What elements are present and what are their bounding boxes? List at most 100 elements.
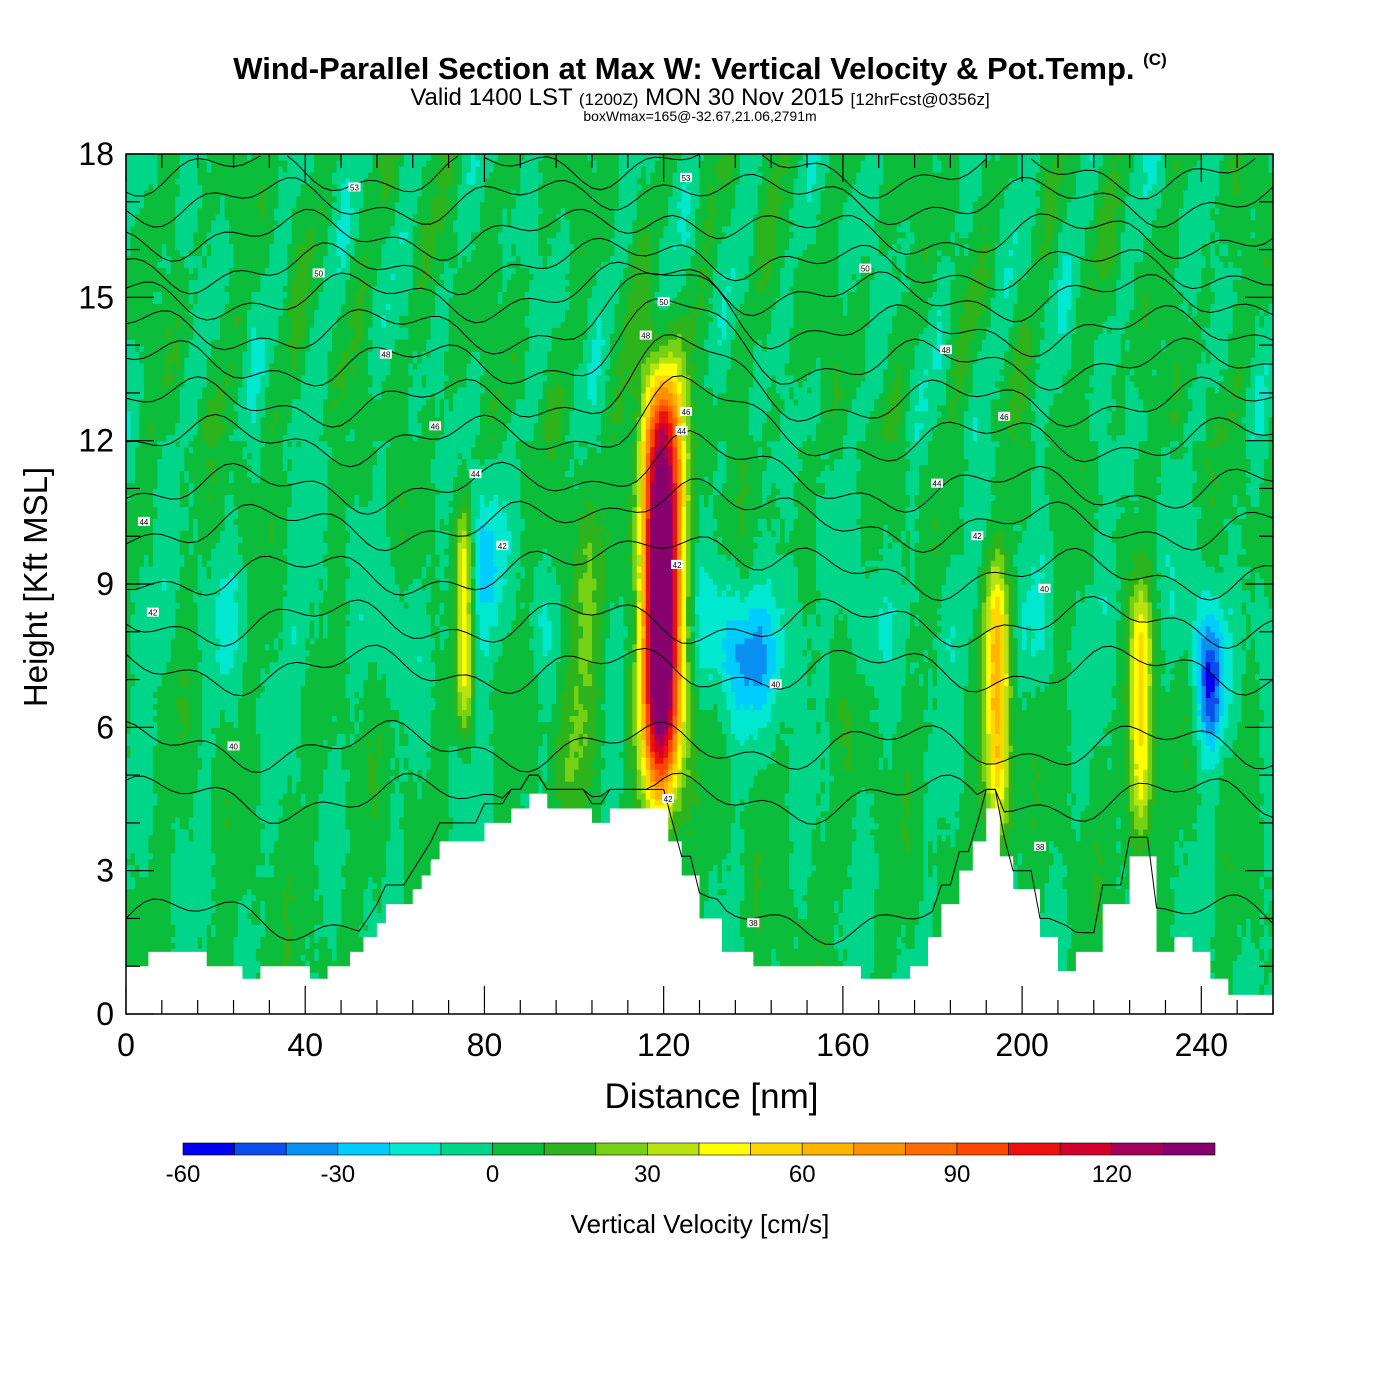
field-cell bbox=[139, 638, 144, 645]
field-cell bbox=[139, 805, 144, 812]
field-cell bbox=[180, 471, 185, 478]
field-cell bbox=[157, 751, 162, 758]
field-cell bbox=[211, 572, 216, 579]
field-cell bbox=[202, 166, 207, 173]
field-cell bbox=[216, 369, 221, 376]
field-cell bbox=[144, 769, 149, 776]
field-cell bbox=[148, 536, 153, 543]
field-cell bbox=[193, 715, 198, 722]
field-cell bbox=[287, 309, 292, 316]
field-cell bbox=[216, 566, 221, 573]
field-cell bbox=[265, 787, 270, 794]
field-cell bbox=[162, 297, 167, 304]
field-cell bbox=[274, 256, 279, 263]
field-cell bbox=[166, 309, 171, 316]
field-cell bbox=[193, 238, 198, 245]
field-cell bbox=[274, 715, 279, 722]
field-cell bbox=[162, 703, 167, 710]
field-cell bbox=[274, 351, 279, 358]
field-cell bbox=[144, 907, 149, 914]
field-cell bbox=[198, 375, 203, 382]
field-cell bbox=[139, 954, 144, 961]
field-cell bbox=[171, 823, 176, 830]
field-cell bbox=[153, 459, 158, 466]
field-cell bbox=[225, 578, 230, 585]
field-cell bbox=[269, 686, 274, 693]
field-cell bbox=[126, 417, 131, 424]
field-cell bbox=[220, 763, 225, 770]
field-cell bbox=[251, 632, 256, 639]
field-cell bbox=[283, 154, 288, 161]
field-cell bbox=[148, 817, 153, 824]
field-cell bbox=[269, 542, 274, 549]
field-cell bbox=[251, 309, 256, 316]
field-cell bbox=[260, 662, 265, 669]
field-cell bbox=[126, 315, 131, 322]
field-cell bbox=[180, 279, 185, 286]
field-cell bbox=[251, 889, 256, 896]
field-cell bbox=[274, 954, 279, 961]
field-cell bbox=[283, 942, 288, 949]
field-cell bbox=[278, 578, 283, 585]
field-cell bbox=[184, 441, 189, 448]
field-cell bbox=[180, 757, 185, 764]
field-cell bbox=[189, 859, 194, 866]
field-cell bbox=[166, 769, 171, 776]
field-cell bbox=[234, 387, 239, 394]
field-cell bbox=[157, 632, 162, 639]
field-cell bbox=[216, 912, 221, 919]
field-cell bbox=[278, 769, 283, 776]
field-cell bbox=[144, 889, 149, 896]
field-cell bbox=[202, 369, 207, 376]
field-cell bbox=[157, 441, 162, 448]
field-cell bbox=[153, 387, 158, 394]
field-cell bbox=[175, 184, 180, 191]
field-cell bbox=[265, 315, 270, 322]
field-cell bbox=[274, 942, 279, 949]
field-cell bbox=[274, 889, 279, 896]
field-cell bbox=[193, 638, 198, 645]
field-cell bbox=[180, 178, 185, 185]
field-cell bbox=[180, 703, 185, 710]
field-cell bbox=[220, 936, 225, 943]
field-cell bbox=[238, 805, 243, 812]
field-cell bbox=[260, 799, 265, 806]
field-cell bbox=[175, 823, 180, 830]
field-cell bbox=[234, 530, 239, 537]
field-cell bbox=[157, 178, 162, 185]
field-cell bbox=[256, 901, 261, 908]
field-cell bbox=[207, 793, 212, 800]
field-cell bbox=[274, 721, 279, 728]
field-cell bbox=[256, 787, 261, 794]
field-cell bbox=[180, 877, 185, 884]
field-cell bbox=[139, 829, 144, 836]
field-cell bbox=[166, 692, 171, 699]
field-cell bbox=[287, 775, 292, 782]
field-cell bbox=[287, 745, 292, 752]
field-cell bbox=[193, 303, 198, 310]
field-cell bbox=[126, 841, 131, 848]
field-cell bbox=[189, 596, 194, 603]
field-cell bbox=[287, 733, 292, 740]
field-cell bbox=[207, 721, 212, 728]
field-cell bbox=[184, 620, 189, 627]
field-cell bbox=[184, 393, 189, 400]
field-cell bbox=[162, 841, 167, 848]
field-cell bbox=[238, 871, 243, 878]
field-cell bbox=[234, 596, 239, 603]
field-cell bbox=[256, 835, 261, 842]
field-cell bbox=[126, 602, 131, 609]
field-cell bbox=[157, 482, 162, 489]
field-cell bbox=[287, 536, 292, 543]
field-cell bbox=[269, 321, 274, 328]
field-cell bbox=[202, 524, 207, 531]
field-cell bbox=[269, 692, 274, 699]
field-cell bbox=[207, 303, 212, 310]
field-cell bbox=[162, 930, 167, 937]
field-cell bbox=[202, 936, 207, 943]
field-cell bbox=[207, 226, 212, 233]
field-cell bbox=[189, 279, 194, 286]
field-cell bbox=[193, 375, 198, 382]
field-cell bbox=[166, 715, 171, 722]
field-cell bbox=[202, 453, 207, 460]
